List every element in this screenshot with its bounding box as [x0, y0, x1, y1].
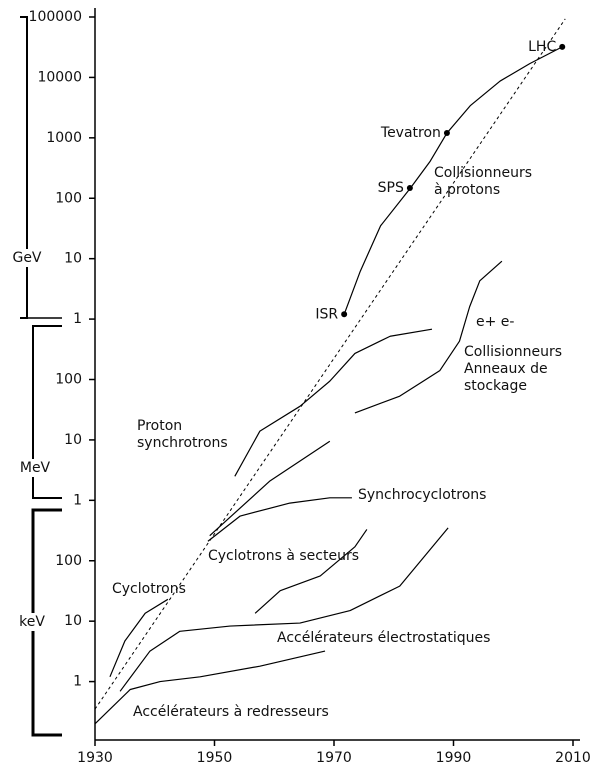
unit-label: keV — [19, 614, 45, 630]
y-tick-label: 1000 — [46, 130, 82, 146]
unit-bg — [11, 249, 43, 267]
x-tick-label: 1990 — [436, 750, 472, 766]
series-label: Anneaux de — [464, 361, 548, 377]
accelerator-point — [341, 311, 348, 318]
gev-bracket — [20, 16, 28, 319]
series-label: Accélérateurs électrostatiques — [277, 630, 490, 646]
series-line — [207, 497, 352, 542]
unit-label: MeV — [20, 460, 51, 476]
point-label: LHC — [528, 39, 556, 55]
point-label: SPS — [378, 180, 404, 196]
y-tick-label: 100 — [55, 372, 82, 388]
y-tick-label: 100 — [55, 553, 82, 569]
x-tick-label: 1970 — [316, 750, 352, 766]
y-tick-label: 100000 — [29, 9, 82, 25]
series-label: synchrotrons — [137, 435, 228, 451]
unit-bg — [19, 459, 51, 477]
series-label: Synchrocyclotrons — [358, 487, 486, 503]
series-line — [209, 440, 331, 537]
series-line — [94, 650, 326, 725]
accelerator-point — [443, 130, 450, 137]
series-label: Cyclotrons à secteurs — [208, 548, 359, 564]
series-label: e+ e- — [476, 314, 514, 330]
series-line — [234, 328, 433, 477]
x-tick-label: 2010 — [555, 750, 591, 766]
series-label: à protons — [434, 182, 500, 198]
series-label: Collisionneurs — [434, 165, 532, 181]
series-line — [254, 529, 368, 614]
x-tick-label: 1930 — [77, 750, 113, 766]
unit-bg — [16, 613, 48, 631]
series-line — [343, 46, 563, 315]
y-tick-label: 10 — [64, 613, 82, 629]
series-label: Accélérateurs à redresseurs — [133, 704, 329, 720]
accelerator-point — [559, 43, 566, 50]
trend-line — [94, 18, 566, 710]
point-label: ISR — [315, 306, 338, 322]
y-tick-label: 10 — [64, 251, 82, 267]
y-tick-label: 100 — [55, 190, 82, 206]
y-tick-label: 1 — [73, 492, 82, 508]
unit-label: GeV — [12, 250, 41, 266]
mev-bracket — [32, 325, 62, 499]
y-tick-label: 10000 — [37, 69, 82, 85]
series-line — [119, 527, 449, 692]
series-line — [354, 260, 503, 414]
series-line — [109, 598, 169, 678]
point-label: Tevatron — [380, 125, 441, 141]
series-label: Collisionneurs — [464, 344, 562, 360]
series-label: Cyclotrons — [112, 581, 186, 597]
y-tick-label: 1 — [73, 674, 82, 690]
accelerator-point — [406, 184, 413, 191]
y-tick-label: 1 — [73, 311, 82, 327]
y-tick-label: 10 — [64, 432, 82, 448]
series-label: stockage — [464, 378, 527, 394]
series-label: Proton — [137, 418, 182, 434]
x-tick-label: 1950 — [197, 750, 233, 766]
